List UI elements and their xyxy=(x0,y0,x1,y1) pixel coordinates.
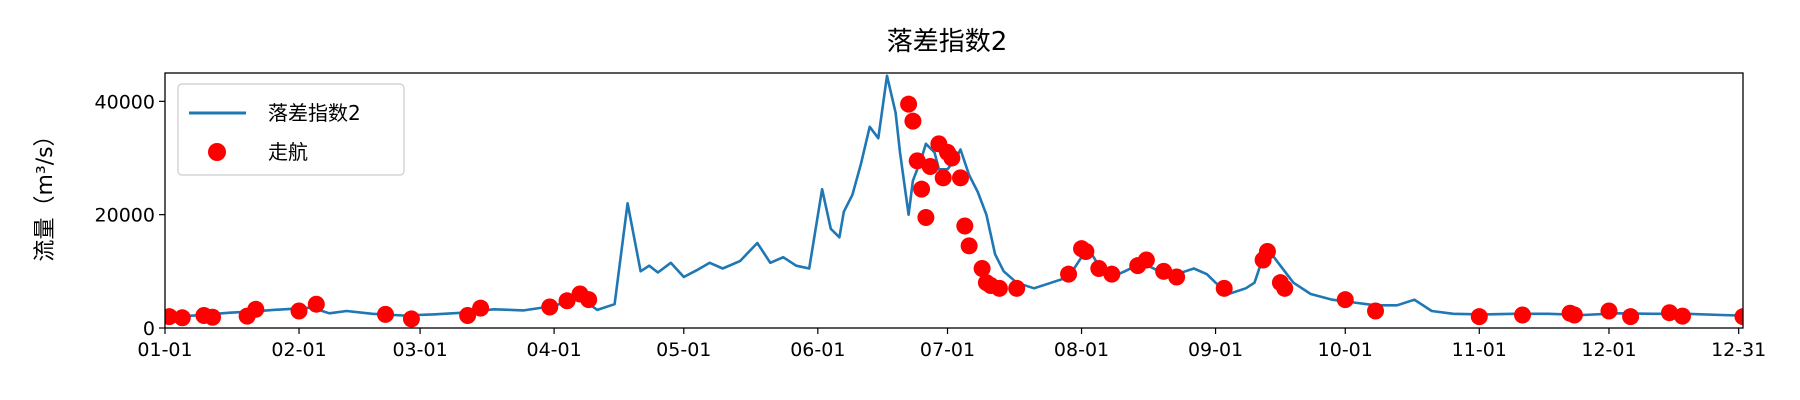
legend-label-line: 落差指数2 xyxy=(268,101,361,125)
x-tick-label: 08-01 xyxy=(1054,339,1109,361)
scatter-point xyxy=(472,299,490,317)
scatter-point xyxy=(290,302,308,320)
scatter-point xyxy=(1514,306,1532,324)
scatter-point xyxy=(913,180,931,198)
scatter-point xyxy=(1155,262,1173,280)
scatter-point xyxy=(960,237,978,255)
y-axis-label: 流量（m³/s） xyxy=(33,124,58,261)
scatter-point xyxy=(934,169,952,187)
scatter-point xyxy=(1168,268,1186,286)
scatter-point xyxy=(173,309,191,327)
x-tick-label: 04-01 xyxy=(526,339,581,361)
scatter-point xyxy=(990,279,1008,297)
scatter-point xyxy=(1090,260,1108,277)
scatter-point xyxy=(900,95,918,113)
scatter-point xyxy=(1565,306,1583,324)
scatter-point xyxy=(1367,302,1385,320)
scatter-point xyxy=(1258,243,1276,260)
scatter-point xyxy=(1103,265,1121,283)
x-tick-label: 12-01 xyxy=(1581,339,1636,361)
plot-frame xyxy=(164,72,1744,329)
x-tick-label: 11-01 xyxy=(1452,339,1507,361)
x-tick-label: 12-31 xyxy=(1711,339,1766,361)
scatter-point xyxy=(1137,251,1155,269)
x-tick-label: 07-01 xyxy=(920,339,975,361)
scatter-point xyxy=(1215,279,1233,297)
scatter-point xyxy=(558,292,576,310)
y-tick-label: 40000 xyxy=(95,91,155,113)
scatter-point xyxy=(204,308,222,326)
scatter-point xyxy=(1734,308,1743,326)
x-tick-label: 05-01 xyxy=(656,339,711,361)
x-tick-label: 10-01 xyxy=(1318,339,1373,361)
scatter-point xyxy=(376,305,394,323)
x-tick-label: 01-01 xyxy=(137,339,192,361)
scatter-point xyxy=(1600,302,1618,320)
scatter-point xyxy=(973,260,991,277)
scatter-point xyxy=(580,291,598,309)
y-axis: 0 20000 40000 xyxy=(95,91,165,340)
scatter-point xyxy=(459,307,477,325)
scatter-point xyxy=(402,310,420,328)
scatter-point xyxy=(247,300,265,318)
y-tick-label: 20000 xyxy=(95,205,155,227)
scatter-point xyxy=(1622,308,1640,326)
legend-label-scatter: 走航 xyxy=(268,140,308,164)
scatter-point xyxy=(1008,279,1026,297)
legend-marker-swatch xyxy=(208,143,226,161)
scatter-point xyxy=(908,152,926,170)
scatter-point xyxy=(956,217,974,235)
scatter-point xyxy=(943,149,961,167)
scatter-point xyxy=(951,169,969,187)
scatter-point xyxy=(1060,265,1078,283)
x-axis: 01-01 02-01 03-01 04-01 05-01 06-01 07-01 08-01… xyxy=(137,72,1766,361)
scatter-point xyxy=(307,295,325,313)
scatter-point xyxy=(1470,308,1488,326)
scatter-point xyxy=(1673,307,1691,325)
x-tick-label: 02-01 xyxy=(271,339,326,361)
scatter-point xyxy=(1276,279,1294,297)
chart-title: 落差指数2 xyxy=(887,27,1008,57)
legend: 落差指数2 走航 xyxy=(177,83,405,176)
scatter-point xyxy=(921,158,939,175)
plot-area xyxy=(165,74,1743,328)
scatter-point xyxy=(541,298,559,316)
scatter-point xyxy=(917,209,935,226)
x-tick-label: 03-01 xyxy=(392,339,447,361)
legend-box xyxy=(177,83,405,176)
y-tick-label: 0 xyxy=(143,318,155,340)
scatter-point xyxy=(1661,304,1679,322)
scatter-point xyxy=(904,112,922,130)
x-tick-label: 06-01 xyxy=(790,339,845,361)
scatter-point xyxy=(1336,291,1354,309)
x-tick-label: 09-01 xyxy=(1188,339,1243,361)
scatter-point xyxy=(1077,243,1095,260)
